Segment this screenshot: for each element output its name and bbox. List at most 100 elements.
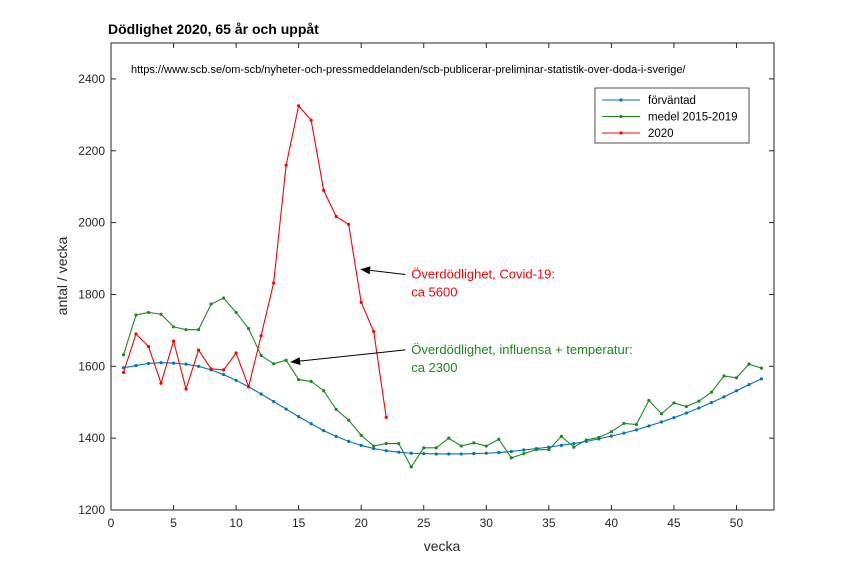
data-point — [184, 362, 188, 366]
data-point — [184, 387, 188, 391]
data-point — [146, 344, 151, 349]
y-tick-label: 1800 — [78, 287, 105, 301]
data-point — [247, 326, 251, 331]
data-point — [134, 363, 138, 368]
data-point — [609, 430, 613, 434]
annotation-text: ca 5600 — [411, 284, 457, 299]
x-tick-label: 40 — [605, 516, 619, 530]
data-point — [221, 372, 226, 377]
data-point — [159, 381, 163, 385]
data-point — [709, 400, 714, 405]
data-point — [384, 441, 388, 446]
data-point — [684, 404, 689, 409]
data-point — [622, 421, 626, 426]
data-point — [647, 398, 651, 403]
legend-entry: förväntad — [648, 95, 696, 107]
annotations: Överdödlighet, Covid-19:ca 5600 Överdödli… — [290, 266, 633, 375]
data-point — [497, 437, 501, 441]
series-layer — [121, 104, 764, 469]
data-point — [547, 445, 551, 449]
data-point — [221, 368, 226, 372]
series-2 — [121, 104, 388, 419]
y-tick-label: 1600 — [78, 359, 105, 373]
data-point — [622, 431, 626, 435]
x-tick-label: 30 — [480, 516, 494, 530]
annotation-0: Överdödlighet, Covid-19: ca 5600 — [360, 266, 555, 299]
data-point — [322, 188, 326, 192]
data-point — [647, 424, 651, 428]
data-point — [734, 389, 739, 393]
data-point — [347, 418, 351, 422]
data-point — [221, 296, 226, 300]
x-tick-label: 20 — [355, 516, 369, 530]
data-point — [247, 385, 251, 389]
data-point — [209, 367, 213, 371]
data-point — [322, 389, 326, 393]
data-point — [472, 452, 476, 456]
x-tick-label: 45 — [667, 516, 681, 530]
data-point — [347, 439, 351, 443]
annotation-arrow — [360, 266, 406, 275]
data-point — [709, 390, 714, 394]
data-point — [522, 448, 526, 452]
data-point — [297, 415, 301, 419]
data-point — [384, 449, 388, 453]
data-point — [659, 412, 664, 416]
chart-title: Dödlighet 2020, 65 år och uppåt — [108, 21, 319, 37]
y-tick-label: 1200 — [78, 503, 105, 517]
legend-entry: 2020 — [648, 128, 674, 140]
data-point — [146, 310, 151, 315]
data-point — [697, 399, 701, 403]
data-point — [509, 456, 513, 460]
data-point — [584, 438, 588, 442]
data-point — [259, 334, 263, 338]
data-point — [422, 446, 426, 450]
data-point — [372, 444, 376, 448]
data-point — [697, 406, 701, 410]
data-point — [159, 312, 163, 316]
data-point — [171, 325, 176, 329]
data-point — [734, 376, 739, 380]
data-point — [171, 361, 176, 365]
data-point — [597, 435, 601, 440]
annotation-text: Överdödlighet, influensa + temperatur: — [411, 342, 633, 357]
data-point — [272, 399, 276, 404]
data-point — [196, 348, 201, 352]
source-url: https://www.scb.se/om-scb/nyheter-och-pr… — [131, 64, 686, 76]
data-point — [297, 377, 301, 382]
data-point — [309, 422, 313, 426]
y-axis: 1200 1400 1600 1800 2000 2200 2400 — [78, 72, 774, 517]
y-tick-label: 2400 — [78, 72, 105, 86]
data-point — [272, 362, 276, 366]
data-point — [509, 449, 513, 454]
legend-marker — [619, 114, 623, 119]
data-point — [259, 392, 263, 396]
data-point — [397, 450, 401, 454]
data-point — [722, 374, 726, 378]
data-point — [559, 443, 563, 447]
data-point — [284, 358, 288, 362]
y-axis-label: antal / vecka — [54, 236, 70, 315]
data-point — [672, 401, 676, 405]
series-0 — [121, 361, 764, 456]
data-point — [234, 378, 238, 382]
y-tick-label: 1400 — [78, 431, 105, 445]
data-point — [659, 420, 664, 424]
data-point — [722, 395, 726, 399]
data-point — [484, 444, 488, 448]
data-point — [434, 446, 438, 450]
data-point — [359, 433, 363, 437]
legend: förväntad medel 2015-2019 2020 — [594, 87, 750, 144]
data-point — [384, 415, 388, 419]
data-point — [472, 441, 476, 445]
data-point — [121, 370, 126, 375]
data-point — [347, 222, 351, 227]
data-point — [334, 214, 338, 219]
legend-entry: medel 2015-2019 — [648, 112, 738, 124]
data-point — [497, 450, 501, 455]
data-point — [322, 429, 326, 433]
data-point — [171, 339, 176, 343]
data-point — [372, 446, 376, 451]
data-point — [284, 407, 288, 411]
data-point — [747, 383, 751, 387]
